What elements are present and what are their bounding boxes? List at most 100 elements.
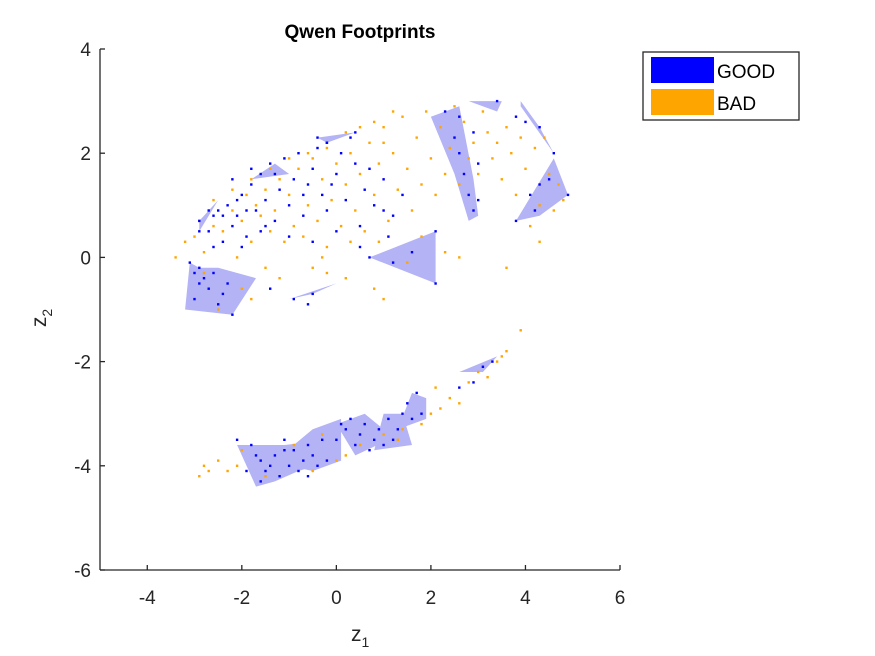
bad-point xyxy=(358,172,362,176)
bad-point xyxy=(519,329,522,332)
good-point xyxy=(434,230,437,233)
bad-point xyxy=(382,433,385,436)
bad-point xyxy=(420,422,423,426)
good-point xyxy=(217,209,220,212)
bad-point xyxy=(500,178,503,181)
bad-point xyxy=(250,297,253,301)
good-point xyxy=(377,428,381,431)
bad-point xyxy=(382,126,385,129)
good-point xyxy=(311,454,314,457)
good-point xyxy=(231,224,234,228)
bad-point xyxy=(325,271,329,275)
good-point xyxy=(259,230,262,233)
bad-point xyxy=(448,146,451,150)
good-point xyxy=(287,235,291,238)
bad-point xyxy=(529,224,532,228)
good-point xyxy=(273,219,277,223)
good-point xyxy=(269,287,272,290)
good-point xyxy=(458,386,461,389)
bad-point xyxy=(415,136,418,139)
good-point xyxy=(283,157,286,160)
bad-point xyxy=(519,136,522,139)
good-point xyxy=(368,449,371,452)
good-point xyxy=(259,172,262,176)
good-point xyxy=(269,464,272,467)
bad-point xyxy=(377,240,381,243)
y-tick-label: 0 xyxy=(80,248,91,269)
bad-point xyxy=(505,266,508,269)
y-tick-label: 2 xyxy=(80,144,91,165)
bad-point xyxy=(382,297,385,301)
good-point xyxy=(396,428,399,431)
bad-point xyxy=(278,277,281,280)
good-point xyxy=(453,136,456,139)
good-point xyxy=(245,209,248,212)
good-point xyxy=(212,245,215,249)
bad-point xyxy=(311,266,314,269)
bad-point xyxy=(491,157,494,160)
good-point xyxy=(311,167,314,170)
bad-point xyxy=(231,209,234,212)
x-tick-label: 6 xyxy=(615,588,626,609)
good-point xyxy=(481,365,485,368)
good-point xyxy=(349,136,352,139)
good-point xyxy=(316,136,319,139)
bad-point xyxy=(221,230,225,233)
bad-point xyxy=(505,350,508,353)
good-point xyxy=(325,459,329,462)
bad-point xyxy=(325,245,329,249)
good-point xyxy=(363,422,366,426)
good-point xyxy=(533,209,537,212)
bad-point xyxy=(269,167,272,170)
footprint-polygon xyxy=(317,132,356,143)
bad-point xyxy=(429,412,433,415)
good-point xyxy=(278,188,281,191)
bad-point xyxy=(316,219,319,223)
good-point xyxy=(552,152,555,155)
bad-point xyxy=(292,224,295,228)
footprint-polygon xyxy=(440,356,498,372)
good-point xyxy=(415,391,418,395)
good-point xyxy=(198,219,201,223)
good-point xyxy=(245,469,248,473)
bad-point xyxy=(269,230,272,233)
good-point xyxy=(240,193,243,197)
footprint-polygon xyxy=(468,101,502,112)
good-point xyxy=(221,292,225,296)
good-point xyxy=(264,224,267,228)
good-point xyxy=(250,167,253,170)
good-point xyxy=(373,204,376,207)
bad-point xyxy=(354,209,357,212)
bad-point xyxy=(311,157,314,160)
good-point xyxy=(458,115,461,118)
good-point xyxy=(207,230,210,233)
good-point xyxy=(311,292,314,296)
bad-point xyxy=(202,271,206,275)
good-point xyxy=(354,162,357,165)
bad-point xyxy=(420,235,423,238)
good-point xyxy=(363,188,366,191)
good-point xyxy=(354,131,357,134)
bad-point xyxy=(462,120,466,124)
good-point xyxy=(358,224,362,228)
good-point xyxy=(235,438,239,441)
bad-point xyxy=(202,464,206,467)
bad-point xyxy=(543,136,546,139)
good-point xyxy=(335,230,338,233)
good-point xyxy=(283,438,286,441)
chart-title: Qwen Footprints xyxy=(285,22,436,43)
bad-series xyxy=(174,105,565,478)
bad-point xyxy=(212,198,215,202)
good-point xyxy=(344,428,347,431)
bad-point xyxy=(349,152,352,155)
bad-point xyxy=(325,146,329,150)
good-point xyxy=(292,449,295,452)
bad-point xyxy=(458,402,461,405)
bad-point xyxy=(363,230,366,233)
footprint-polygon xyxy=(520,101,554,154)
good-point xyxy=(221,240,225,243)
bad-point xyxy=(373,287,376,290)
bad-point xyxy=(406,261,409,264)
bad-point xyxy=(174,256,177,259)
